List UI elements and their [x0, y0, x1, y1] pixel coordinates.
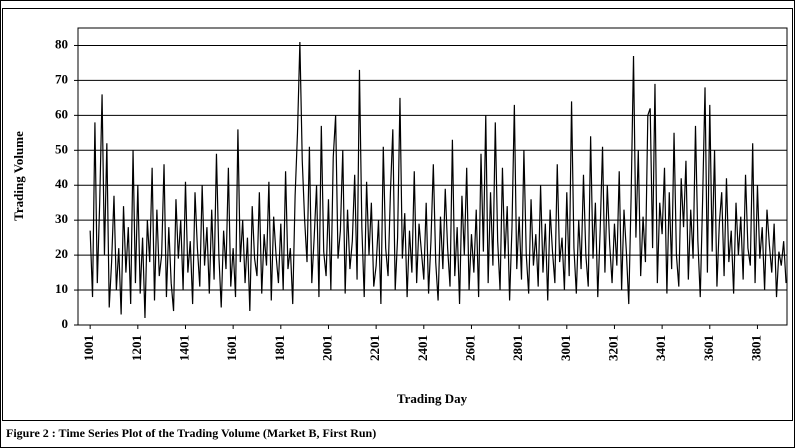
x-tick-label: 2401 — [415, 335, 430, 361]
x-tick-label: 1001 — [81, 335, 96, 361]
x-tick-label: 1801 — [272, 335, 287, 361]
x-tick-label: 1201 — [129, 335, 144, 361]
x-tick-label: 3001 — [558, 335, 573, 361]
x-tick-label: 3801 — [748, 335, 763, 361]
x-tick-label: 2201 — [367, 335, 382, 361]
x-tick-label: 2001 — [319, 335, 334, 361]
y-tick-label: 10 — [55, 281, 68, 296]
x-tick-label: 3201 — [605, 335, 620, 361]
y-tick-label: 60 — [55, 106, 68, 121]
x-tick-label: 1601 — [224, 335, 239, 361]
chart-box — [2, 8, 793, 421]
y-tick-label: 20 — [55, 246, 68, 261]
y-tick-label: 40 — [55, 176, 68, 191]
x-tick-label: 2801 — [510, 335, 525, 361]
x-tick-label: 2601 — [462, 335, 477, 361]
y-tick-label: 80 — [55, 36, 68, 51]
y-tick-label: 0 — [62, 316, 69, 331]
x-tick-label: 3401 — [653, 335, 668, 361]
series-line — [89, 41, 787, 319]
y-tick-label: 70 — [55, 71, 68, 86]
x-tick-label: 1401 — [176, 335, 191, 361]
caption: Figure 2 : Time Series Plot of the Tradi… — [6, 426, 376, 440]
x-axis-label: Trading Day — [397, 391, 468, 406]
x-tick-label: 3601 — [701, 335, 716, 361]
y-axis-label: Trading Volume — [11, 131, 26, 221]
y-tick-label: 30 — [55, 211, 68, 226]
y-tick-label: 50 — [55, 141, 68, 156]
